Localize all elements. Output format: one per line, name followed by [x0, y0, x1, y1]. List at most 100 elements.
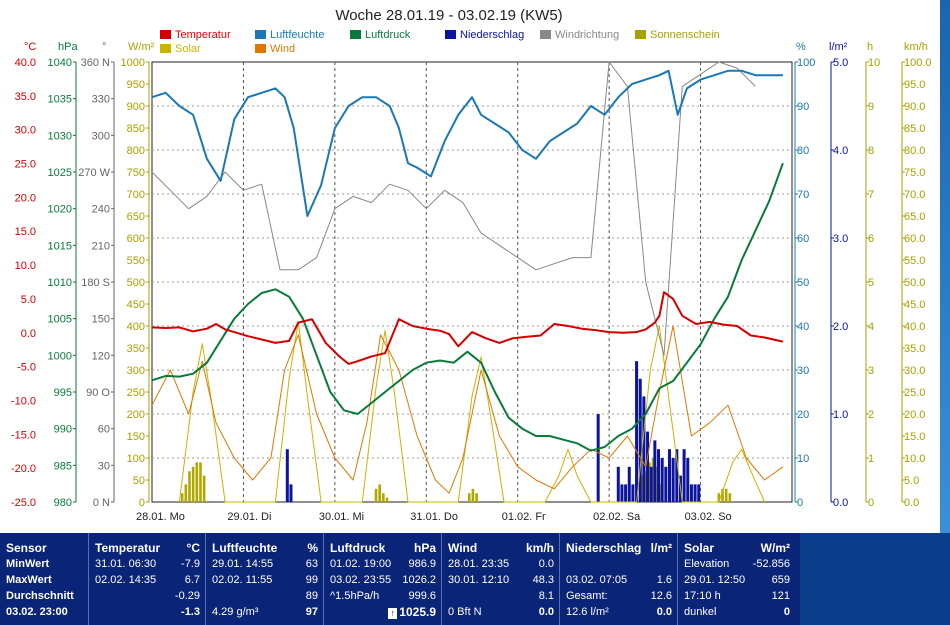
temperature-column: Temperatur °C 31.01. 06:30 -7.9 02.02. 14:… [88, 533, 206, 625]
temperatur-line [151, 291, 784, 365]
humidity-absolute: 4.29 g/m³ [212, 606, 259, 618]
pressure-avg: 999.6 [408, 590, 436, 602]
solar-tick-label: 850 [127, 123, 145, 135]
solar-unit: W/m² [760, 541, 790, 555]
wind-tick-label: 20.0 [904, 409, 925, 421]
rain-sum: 12.6 l/m² [566, 606, 609, 618]
direction-tick-label: 180 S [81, 277, 110, 289]
sunshine-bar [728, 493, 732, 502]
legend-label: Wind [270, 43, 295, 55]
temperature-tick-label: -5.0 [17, 362, 36, 374]
sunshine-bar [374, 488, 378, 502]
wind-tick-label: 100.0 [904, 57, 932, 69]
sunshine-tick-label: 4 [868, 321, 874, 333]
humidity-header: Luftfeuchte [212, 541, 278, 555]
rain-bar [675, 449, 679, 502]
sunshine-bar [644, 471, 648, 502]
rain-bar [660, 458, 664, 502]
sunshine-bar [385, 497, 389, 502]
legend-label: Luftdruck [365, 29, 411, 41]
x-tick-label: 01.02. Fr [502, 511, 546, 523]
wind-min: 0.0 [538, 558, 554, 570]
wind-tick-label: 45.0 [904, 299, 925, 311]
wind-tick-label: 85.0 [904, 123, 925, 135]
direction-tick-label: 30 [98, 460, 110, 472]
legend-swatch [350, 30, 361, 39]
humidity-min: 63 [305, 558, 318, 570]
sunshine-bar [382, 493, 385, 502]
humidity-tick-label: 90 [797, 101, 809, 113]
pressure-column: Luftdruck hPa 01.02. 19:00 986.9 03.02. 23… [323, 533, 442, 625]
sunshine-bar [188, 471, 191, 502]
wind-max-time: 30.01. 12:10 [448, 574, 510, 586]
humidity-tick-label: 20 [797, 409, 809, 421]
x-tick-label: 28.01. Mo [136, 511, 185, 523]
rain-bar [646, 431, 650, 502]
rain-bar [620, 484, 624, 502]
temperature-min-time: 31.01. 06:30 [95, 558, 157, 570]
sunshine-bar [467, 493, 471, 502]
sunshine-bar [199, 462, 202, 502]
temperature-tick-label: 20.0 [15, 192, 36, 204]
temperature-tick-label: -10.0 [11, 395, 36, 407]
x-tick-label: 31.01. Do [410, 511, 458, 523]
direction-tick-label: 120 [92, 350, 110, 362]
sunshine-bar [724, 488, 728, 502]
rain-bar [638, 378, 642, 502]
sunshine-bar [648, 462, 651, 502]
sensor-header: Sensor [6, 541, 47, 555]
humidity-max-time: 02.02. 11:55 [212, 574, 273, 586]
rain-bar [657, 449, 661, 502]
wind-tick-label: 65.0 [904, 211, 925, 223]
humidity-current: 97 [305, 606, 318, 618]
temperature-tick-label: -20.0 [11, 463, 36, 475]
pressure-tick-label: 985 [54, 460, 72, 472]
sunshine-tick-label: 7 [868, 189, 874, 201]
humidity-tick-label: 80 [797, 145, 809, 157]
rain-tick-label: 1.0 [833, 409, 848, 421]
sensor-row-avg: Durchschnitt [6, 590, 74, 602]
solar-current: 0 [783, 606, 790, 618]
rain-bar [289, 484, 293, 502]
sensor-row-current: 03.02. 23:00 [6, 606, 68, 618]
pressure-tick-label: 990 [54, 424, 72, 436]
solar-max: 659 [771, 574, 790, 586]
solar-tick-label: 200 [127, 409, 145, 421]
weather-chart: Woche 28.01.19 - 03.02.19 (KW5) Temperat… [10, 7, 932, 523]
sunshine-tick-label: 6 [868, 233, 874, 245]
rain-total-label: Gesamt: [566, 590, 608, 602]
solar-line [178, 321, 766, 503]
temperature-tick-label: 0.0 [21, 328, 36, 340]
sunshine-bar [191, 466, 195, 502]
temperature-max: 6.7 [184, 574, 200, 586]
windrichtung-line [151, 61, 756, 356]
rain-axis-unit: l/m² [829, 41, 848, 53]
temperature-max-time: 02.02. 14:35 [95, 574, 157, 586]
pressure-min: 986.9 [408, 558, 436, 570]
solar-tick-label: 1000 [121, 57, 145, 69]
pressure-current: 1025.9 [399, 605, 436, 619]
pressure-trend: ^1.5hPa/h [330, 590, 380, 602]
legend-swatch [255, 30, 266, 39]
rain-bar [689, 484, 693, 502]
pressure-axis-unit: hPa [58, 41, 78, 53]
sunshine-bar [717, 493, 721, 502]
direction-tick-label: 60 [98, 424, 110, 436]
wind-tick-label: 50.0 [904, 277, 925, 289]
rain-tick-label: 0.0 [833, 497, 848, 509]
humidity-tick-label: 60 [797, 233, 809, 245]
temperature-tick-label: 15.0 [15, 226, 36, 238]
rain-bar [664, 466, 668, 502]
humidity-tick-label: 70 [797, 189, 809, 201]
solar-tick-label: 100 [127, 453, 145, 465]
wind-header: Wind [448, 541, 478, 555]
temperature-current: -1.3 [181, 606, 200, 618]
temperature-tick-label: -15.0 [11, 429, 36, 441]
sunshine-bar [655, 466, 658, 502]
wind-tick-label: 55.0 [904, 255, 925, 267]
wind-tick-label: 75.0 [904, 167, 925, 179]
wind-tick-label: 60.0 [904, 233, 925, 245]
pressure-tick-label: 1035 [48, 94, 72, 106]
direction-tick-label: 210 [92, 240, 110, 252]
solar-tick-label: 900 [127, 101, 145, 113]
